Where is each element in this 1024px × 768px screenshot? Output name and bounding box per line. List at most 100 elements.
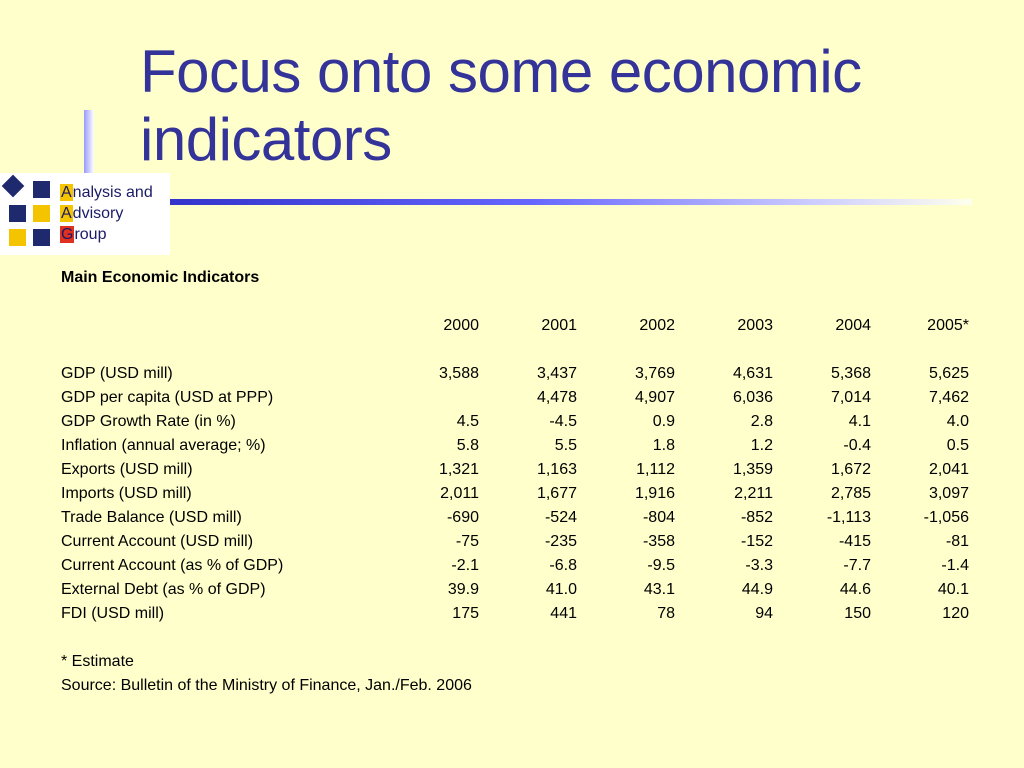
logo-initial-g: G — [60, 226, 75, 243]
row-value: 78 — [657, 605, 675, 622]
row-value: 43.1 — [643, 581, 675, 598]
year-header: 2001 — [541, 317, 577, 334]
title-accent-bar — [84, 110, 94, 200]
row-label: External Debt (as % of GDP) — [61, 581, 266, 598]
row-value: 1,359 — [732, 461, 773, 478]
row-value: 150 — [844, 605, 871, 622]
logo-line-3: Group — [60, 224, 153, 245]
row-value: 44.6 — [839, 581, 871, 598]
row-value: -3.3 — [745, 557, 773, 574]
row-value: 5,625 — [928, 365, 969, 382]
row-value: -2.1 — [451, 557, 479, 574]
row-value: 2,011 — [440, 485, 479, 502]
year-header: 2002 — [639, 317, 675, 334]
row-value: 2,211 — [734, 485, 773, 502]
year-header: 2000 — [443, 317, 479, 334]
row-value: 175 — [452, 605, 479, 622]
row-value: 44.9 — [741, 581, 773, 598]
row-value: -75 — [455, 533, 479, 550]
logo-squares-icon — [1, 174, 50, 246]
year-header-row: 2000 2001 2002 2003 2004 2005* — [61, 314, 969, 338]
row-value: 5.5 — [554, 437, 577, 454]
table-row: FDI (USD mill) 175 441 78 94 150 120 — [61, 602, 969, 626]
row-label: Imports (USD mill) — [61, 485, 192, 502]
logo-word-analysis: nalysis and — [72, 184, 153, 201]
logo-word-group: roup — [74, 226, 107, 243]
row-value: -415 — [838, 533, 871, 550]
row-value: 2,785 — [830, 485, 871, 502]
row-label: Current Account (USD mill) — [61, 533, 254, 550]
year-header: 2003 — [737, 317, 773, 334]
row-value: -4.5 — [549, 413, 577, 430]
row-value: -804 — [642, 509, 675, 526]
row-value: -358 — [642, 533, 675, 550]
footnote: * Estimate — [61, 653, 134, 670]
row-value: -235 — [544, 533, 577, 550]
row-value: 3,769 — [634, 365, 675, 382]
row-value: -524 — [544, 509, 577, 526]
table-row: Inflation (annual average; %) 5.8 5.5 1.8 1.… — [61, 434, 969, 458]
table-row: GDP Growth Rate (in %) 4.5 -4.5 0.9 2.8 4.1 4.… — [61, 410, 969, 434]
row-value: 1,672 — [830, 461, 871, 478]
logo-word-advisory: dvisory — [72, 205, 124, 222]
indicators-section: Main Economic Indicators 2000 2001 2002 … — [61, 266, 971, 698]
table-title: Main Economic Indicators — [61, 269, 260, 286]
logo-initial-a: A — [60, 184, 73, 201]
row-label: GDP Growth Rate (in %) — [61, 413, 236, 430]
row-value: -81 — [945, 533, 969, 550]
row-value: 5,368 — [830, 365, 871, 382]
table-row: Imports (USD mill) 2,011 1,677 1,916 2,211 2,… — [61, 482, 969, 506]
table-row: Trade Balance (USD mill) -690 -524 -804 -852… — [61, 506, 969, 530]
row-label: GDP (USD mill) — [61, 365, 173, 382]
row-value: 5.8 — [456, 437, 479, 454]
table-row: External Debt (as % of GDP) 39.9 41.0 43.1 4… — [61, 578, 969, 602]
row-label: Trade Balance (USD mill) — [61, 509, 242, 526]
row-label: Exports (USD mill) — [61, 461, 193, 478]
row-label: GDP per capita (USD at PPP) — [61, 389, 274, 406]
header-spacer — [61, 314, 381, 338]
year-header: 2005* — [927, 317, 969, 334]
row-value: 1,163 — [536, 461, 577, 478]
row-value: 6,036 — [732, 389, 773, 406]
row-value: 3,437 — [536, 365, 577, 382]
title-divider — [168, 199, 972, 205]
row-value: 1.2 — [750, 437, 773, 454]
row-label: Current Account (as % of GDP) — [61, 557, 284, 574]
row-value: 7,462 — [928, 389, 969, 406]
row-value: 41.0 — [545, 581, 577, 598]
company-logo: Analysis and Advisory Group — [0, 173, 170, 255]
row-value: 1,112 — [636, 461, 675, 478]
table-row: Current Account (USD mill) -75 -235 -358 -15… — [61, 530, 969, 554]
table-row: GDP per capita (USD at PPP) 4,478 4,907 6,0… — [61, 386, 969, 410]
row-value: 4,907 — [634, 389, 675, 406]
slide-title: Focus onto some economic indicators — [140, 38, 862, 173]
row-value: 39.9 — [447, 581, 479, 598]
table-notes: * Estimate Source: Bulletin of the Minis… — [61, 650, 971, 698]
row-value: 3,097 — [928, 485, 969, 502]
row-value: 0.5 — [946, 437, 969, 454]
row-value: 2,041 — [928, 461, 969, 478]
header-gap — [61, 338, 969, 362]
row-value: -1,113 — [826, 509, 871, 526]
logo-text: Analysis and Advisory Group — [60, 182, 153, 245]
row-value: -852 — [740, 509, 773, 526]
row-value: 4,478 — [536, 389, 577, 406]
row-value: 1.8 — [652, 437, 675, 454]
row-value: -1.4 — [941, 557, 969, 574]
row-value: 120 — [942, 605, 969, 622]
row-value: -152 — [740, 533, 773, 550]
indicators-table: 2000 2001 2002 2003 2004 2005* GDP (USD … — [61, 314, 969, 626]
row-value: 4,631 — [732, 365, 773, 382]
source-note: Source: Bulletin of the Ministry of Fina… — [61, 677, 472, 694]
row-value: 1,916 — [634, 485, 675, 502]
row-value — [381, 386, 479, 410]
row-value: -9.5 — [647, 557, 675, 574]
logo-line-1: Analysis and — [60, 182, 153, 203]
row-value: -7.7 — [843, 557, 871, 574]
row-value: 3,588 — [438, 365, 479, 382]
indicators-table-body: GDP (USD mill) 3,588 3,437 3,769 4,631 5,368 5… — [61, 362, 969, 626]
row-value: 4.1 — [848, 413, 871, 430]
row-label: FDI (USD mill) — [61, 605, 165, 622]
row-value: 441 — [550, 605, 577, 622]
table-row: GDP (USD mill) 3,588 3,437 3,769 4,631 5,368 5… — [61, 362, 969, 386]
